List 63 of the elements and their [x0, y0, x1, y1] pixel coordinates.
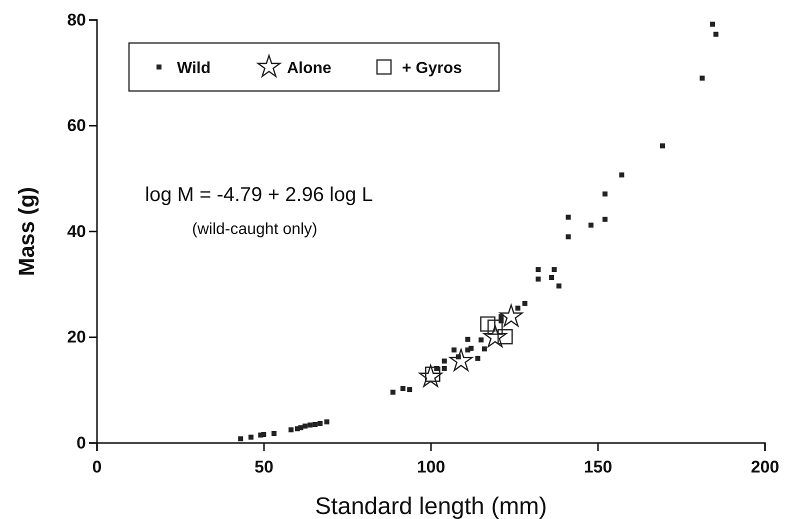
point — [475, 356, 480, 361]
y-tick-label: 0 — [76, 433, 86, 452]
point — [308, 422, 313, 428]
point — [522, 300, 528, 306]
point — [452, 347, 457, 352]
point — [390, 390, 396, 395]
point — [588, 222, 594, 228]
point — [549, 275, 554, 280]
point — [407, 387, 412, 392]
legend-label: + Gyros — [402, 60, 462, 77]
point — [261, 432, 266, 438]
point — [298, 425, 304, 430]
point — [556, 283, 562, 288]
point — [482, 346, 487, 352]
point — [566, 214, 571, 220]
y-tick-label: 80 — [67, 10, 86, 30]
x-tick-label: 0 — [92, 458, 102, 477]
point — [302, 424, 308, 429]
point — [487, 320, 503, 335]
x-tick-label: 200 — [750, 458, 780, 477]
point — [288, 427, 294, 432]
point — [442, 358, 447, 364]
point — [272, 430, 277, 436]
point — [312, 422, 318, 427]
y-tick-label: 40 — [67, 222, 86, 241]
point — [498, 329, 513, 344]
point — [449, 348, 473, 372]
point — [468, 346, 474, 351]
point — [400, 386, 406, 392]
x-tick-label: 100 — [416, 458, 446, 477]
y-axis-title: Mass (g) — [14, 186, 39, 276]
legend-label: Alone — [287, 60, 332, 77]
x-axis-title: Standard length (mm) — [314, 493, 548, 519]
point — [248, 434, 254, 440]
point — [552, 267, 557, 272]
point — [619, 172, 624, 178]
point — [318, 420, 323, 426]
x-tick-label: 50 — [254, 458, 274, 477]
point — [660, 143, 665, 148]
point — [602, 191, 608, 196]
point — [700, 76, 705, 81]
point — [566, 234, 571, 240]
y-tick-label: 60 — [67, 116, 86, 136]
annotation: log M = -4.79 + 2.96 log L — [145, 184, 373, 206]
point — [324, 419, 330, 424]
point — [602, 216, 608, 222]
point — [480, 316, 496, 332]
y-tick-label: 20 — [67, 328, 86, 347]
legend-label: Wild — [177, 60, 211, 77]
point — [478, 337, 484, 342]
point — [483, 325, 507, 348]
point — [536, 276, 541, 282]
point — [465, 336, 470, 342]
annotation: (wild-caught only) — [192, 221, 318, 238]
point — [536, 267, 541, 272]
x-tick-label: 150 — [584, 458, 612, 477]
point — [238, 436, 244, 442]
point — [500, 304, 523, 327]
point — [442, 366, 447, 371]
point — [419, 364, 442, 387]
point — [713, 32, 718, 37]
point — [710, 22, 716, 27]
point — [515, 306, 520, 311]
